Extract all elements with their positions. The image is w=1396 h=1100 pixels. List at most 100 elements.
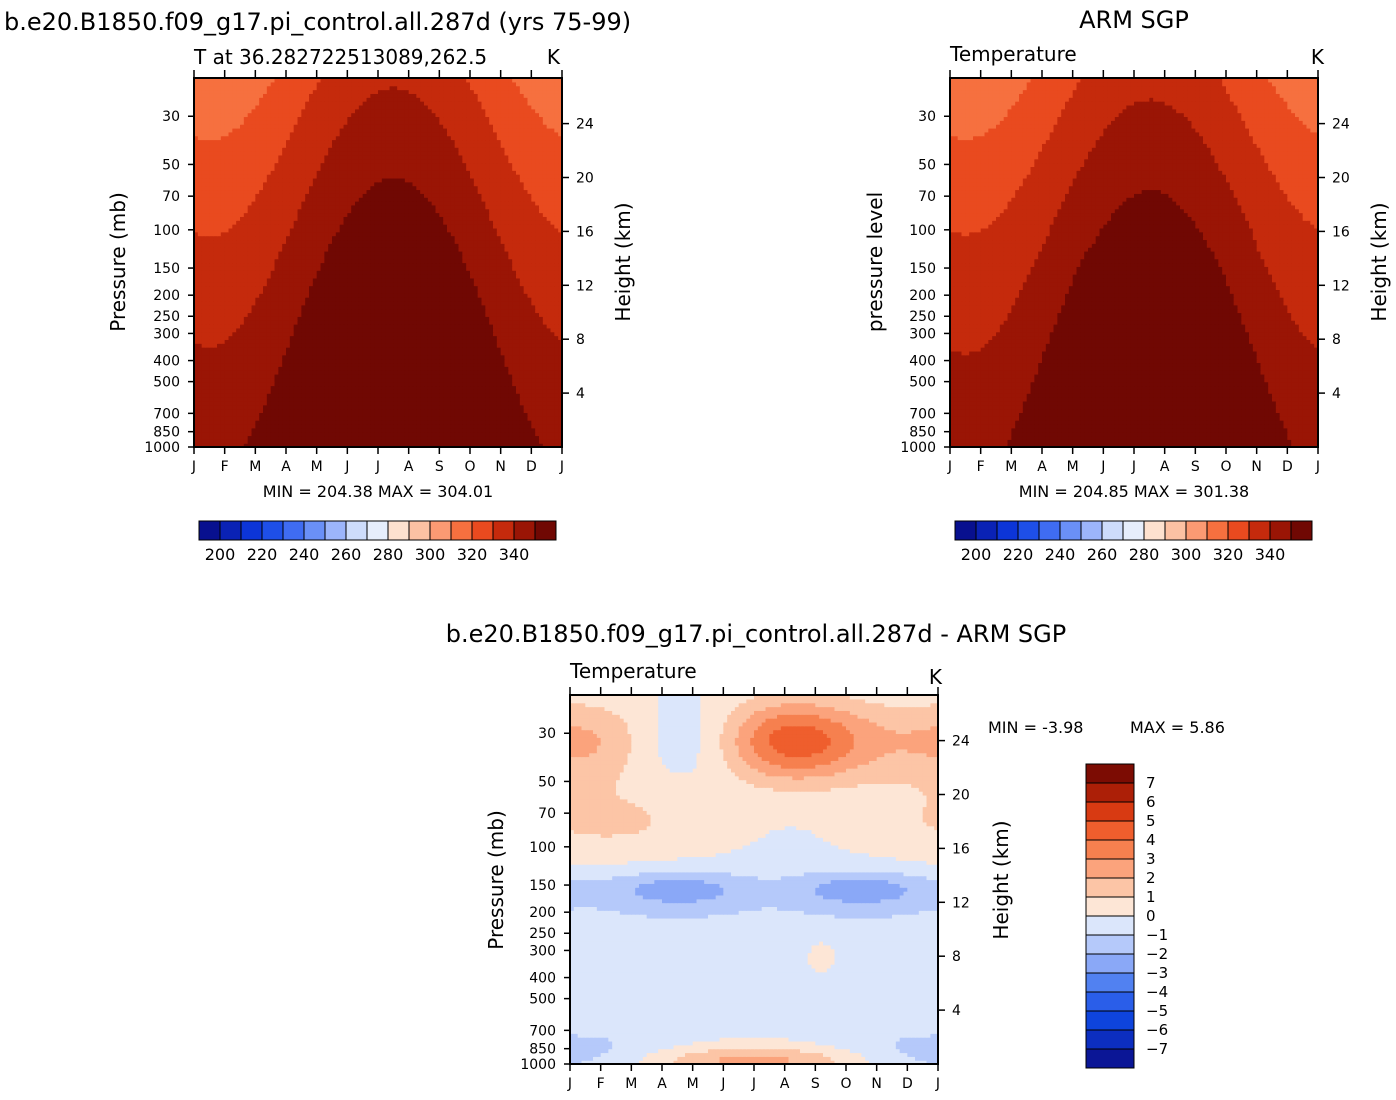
contour-cell [236,339,241,344]
contour-cell [247,262,253,267]
contour-cell [201,393,207,398]
contour-cell [435,347,440,352]
contour-cell [393,274,398,279]
contour-cell [224,335,230,340]
contour-cell [374,289,379,294]
contour-cell [393,335,398,340]
contour-cell [251,439,256,444]
contour-cell [355,324,360,329]
contour-cell [351,354,356,360]
contour-cell [255,327,260,333]
contour-cell [481,300,486,306]
contour-cell [209,270,214,275]
contour-cell [324,420,329,425]
contour-cell [301,397,306,402]
contour-cell [266,358,272,364]
contour-cell [408,404,414,410]
contour-cell [374,316,379,321]
contour-cell [512,250,517,256]
contour-cell [339,350,345,356]
contour-cell [347,247,352,252]
contour-cell [286,316,291,321]
contour-cell [274,443,279,447]
contour-cell [197,412,203,417]
contour-cell [243,247,249,252]
contour-cell [550,350,555,356]
contour-cell [554,327,559,333]
contour-cell [516,423,521,429]
contour-cell [366,297,371,302]
contour-cell [385,277,391,283]
contour-cell [427,339,433,344]
contour-cell [389,308,394,314]
contour-cell [374,343,379,348]
contour-cell [424,327,429,333]
contour-cell [404,354,410,360]
contour-cell [243,435,249,440]
contour-cell [259,254,264,260]
contour-cell [347,270,352,275]
contour-cell [328,404,333,410]
contour-cell [450,250,456,256]
contour-cell [519,423,525,429]
contour-cell [420,377,425,383]
contour-cell [454,443,460,447]
contour-cell [320,350,325,356]
contour-cell [397,331,402,337]
contour-cell [542,289,548,294]
contour-cell [523,354,529,360]
contour-cell [500,412,506,417]
contour-cell [385,320,391,325]
contour-cell [243,350,249,356]
contour-cell [194,347,199,352]
contour-cell [228,266,233,271]
contour-cell [366,281,371,287]
contour-cell [243,316,249,321]
contour-cell [473,312,479,317]
contour-cell [462,293,467,298]
contour-cell [228,431,233,437]
contour-cell [351,312,356,317]
contour-cell [546,247,552,252]
contour-cell [293,289,299,294]
contour-cell [385,327,391,333]
contour-cell [194,385,199,390]
contour-cell [232,343,237,348]
contour-cell [266,443,272,447]
contour-cell [201,443,207,447]
contour-cell [416,254,421,260]
contour-cell [286,412,291,417]
contour-cell [512,308,517,314]
panel-model-units: K [547,45,561,69]
contour-cell [362,258,368,264]
contour-cell [247,385,253,390]
contour-cell [485,274,490,279]
contour-cell [477,366,483,371]
contour-cell [263,293,268,298]
contour-cell [266,274,272,279]
contour-cell [324,331,329,337]
contour-cell [412,254,417,260]
contour-cell [194,377,199,383]
contour-cell [435,320,440,325]
contour-cell [301,423,306,429]
contour-cell [266,270,272,275]
contour-cell [450,427,456,433]
contour-cell [454,393,460,398]
contour-cell [301,343,306,348]
contour-cell [263,416,268,421]
contour-cell [301,427,306,433]
contour-cell [516,358,521,364]
contour-cell [477,293,483,298]
contour-cell [550,354,555,360]
contour-cell [259,285,264,290]
contour-cell [420,370,425,375]
contour-cell [470,277,475,283]
contour-cell [266,277,272,283]
contour-cell [194,370,199,375]
contour-cell [535,324,540,329]
contour-cell [335,381,341,387]
contour-cell [550,262,555,267]
contour-cell [477,335,483,340]
contour-cell [496,397,502,402]
